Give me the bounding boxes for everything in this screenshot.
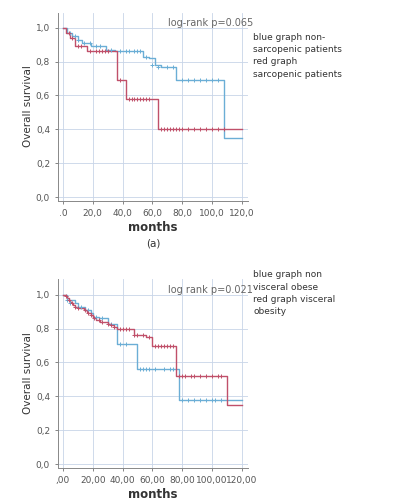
Y-axis label: Overall survival: Overall survival xyxy=(23,66,33,148)
Y-axis label: Overall survival: Overall survival xyxy=(23,332,33,414)
Text: (a): (a) xyxy=(146,238,160,248)
X-axis label: months: months xyxy=(129,220,178,234)
Text: log rank p=0.021: log rank p=0.021 xyxy=(168,285,253,295)
Text: blue graph non
visceral obese
red graph visceral
obesity: blue graph non visceral obese red graph … xyxy=(253,270,335,316)
X-axis label: months: months xyxy=(129,488,178,500)
Text: blue graph non-
sarcopenic patients
red graph
sarcopenic patients: blue graph non- sarcopenic patients red … xyxy=(253,32,342,79)
Text: log-rank p=0.065: log-rank p=0.065 xyxy=(168,18,253,28)
